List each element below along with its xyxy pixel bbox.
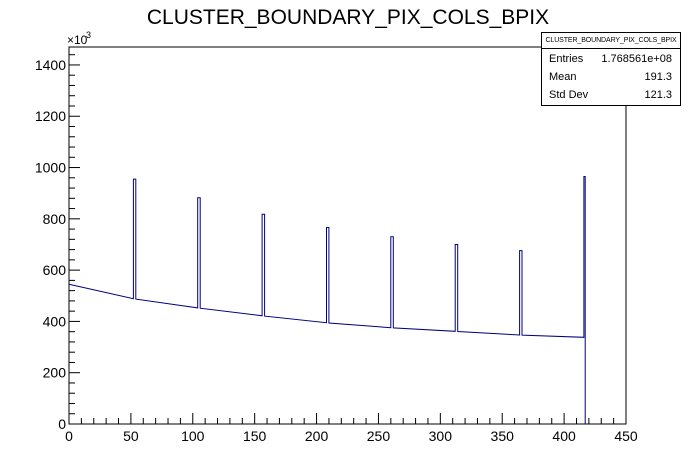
y-tick-label: 400 [43, 313, 67, 329]
stats-key: Mean [549, 71, 577, 83]
x-tick-label: 150 [243, 428, 267, 444]
y-tick-label: 1400 [35, 57, 66, 73]
x-tick-label: 300 [429, 428, 453, 444]
stats-key: Std Dev [549, 89, 589, 101]
x-axis: 0 50 100 150 200 250 300 350 400 450 [65, 413, 638, 444]
y-tick-label: 1200 [35, 108, 66, 124]
stats-box: CLUSTER_BOUNDARY_PIX_COLS_BPIX Entries 1… [541, 32, 681, 106]
stats-key: Entries [549, 53, 584, 65]
y-tick-label: 1000 [35, 160, 66, 176]
y-axis-multiplier: ×10 3 [67, 30, 91, 47]
histogram-line [68, 176, 586, 424]
plot-frame [68, 46, 627, 425]
stats-row-stddev: Std Dev 121.3 [542, 85, 680, 103]
y-tick-label: 800 [43, 211, 67, 227]
stats-value: 121.3 [644, 89, 672, 101]
y-tick-label: 600 [43, 262, 67, 278]
y-multiplier-exponent: 3 [86, 30, 91, 40]
y-multiplier-base: ×10 [67, 33, 88, 47]
histogram-series [68, 176, 586, 424]
stats-row-mean: Mean 191.3 [542, 67, 680, 85]
x-tick-label: 100 [181, 428, 205, 444]
stats-value: 191.3 [644, 71, 672, 83]
y-tick-label: 200 [43, 365, 67, 381]
x-tick-label: 350 [491, 428, 515, 444]
chart-title: CLUSTER_BOUNDARY_PIX_COLS_BPIX [147, 6, 549, 29]
stats-row-entries: Entries 1.768561e+08 [542, 49, 680, 67]
stats-value: 1.768561e+08 [601, 53, 672, 65]
x-tick-label: 200 [305, 428, 329, 444]
x-tick-label: 0 [65, 428, 73, 444]
x-tick-label: 400 [552, 428, 576, 444]
x-tick-label: 50 [123, 428, 139, 444]
x-tick-label: 450 [614, 428, 638, 444]
y-tick-label: 0 [58, 416, 66, 432]
y-axis: 0 200 400 600 800 1000 1200 1400 [35, 54, 80, 432]
stats-title: CLUSTER_BOUNDARY_PIX_COLS_BPIX [542, 33, 680, 49]
x-tick-label: 250 [367, 428, 391, 444]
